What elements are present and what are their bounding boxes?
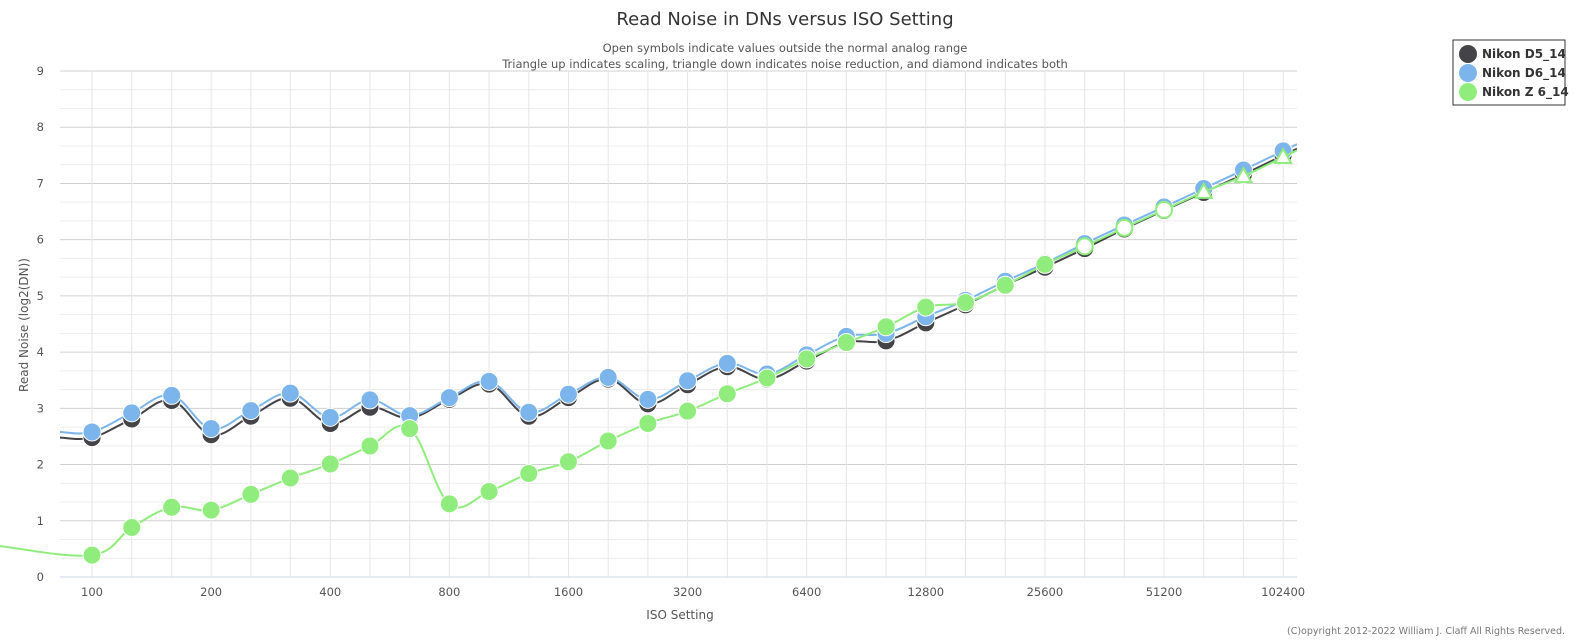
data-point [162,385,182,405]
legend-label: Nikon Z 6_14 [1482,85,1569,100]
data-point [479,371,499,391]
data-point [1035,254,1055,274]
y-tick-label: 7 [37,176,44,190]
data-point [519,402,539,422]
y-axis-tick-labels: 0 1 2 3 4 5 6 7 8 9 [37,64,44,584]
y-tick-label: 5 [37,289,44,303]
x-tick-label: 6400 [792,585,821,599]
x-tick-label: 800 [438,585,460,599]
legend: Nikon D5_14 Nikon D6_14 Nikon Z 6_14 [1452,39,1569,106]
x-tick-label: 102400 [1261,585,1305,599]
data-point [876,317,896,337]
data-point [479,482,499,502]
data-point [320,454,340,474]
y-axis-title: Read Noise (log2(DN)) [17,258,31,392]
data-point [201,419,221,439]
legend-marker [1459,45,1477,63]
y-tick-label: 2 [37,458,44,472]
x-tick-label: 100 [81,585,103,599]
y-tick-label: 6 [37,233,44,247]
data-point [439,494,459,514]
y-tick-label: 0 [37,570,44,584]
series-layer [0,141,1297,565]
data-point [995,275,1015,295]
y-tick-label: 8 [37,120,44,134]
data-point [122,518,142,538]
data-point [558,452,578,472]
data-point [122,403,142,423]
x-axis-title: ISO Setting [646,608,713,622]
data-point [598,431,618,451]
data-point [320,407,340,427]
x-tick-label: 12800 [908,585,945,599]
data-point [360,390,380,410]
y-tick-label: 9 [37,64,44,78]
data-point-open-triangle [1273,147,1293,165]
chart-title: Read Noise in DNs versus ISO Setting [616,9,953,30]
x-tick-label: 200 [200,585,222,599]
legend-marker [1459,64,1477,82]
data-point [678,401,698,421]
x-axis-tick-labels: 100 200 400 800 1600 3200 6400 12800 25600 51200 1… [81,585,1305,599]
data-point [162,497,182,517]
chart-subtitle-line-1: Open symbols indicate values outside the… [603,41,968,55]
data-point-open-triangle [1233,166,1254,184]
data-point [916,297,936,317]
y-tick-label: 1 [37,514,44,528]
data-point [82,422,102,442]
series-nikon-d5-14 [59,145,1297,448]
series-nikon-d6-14 [59,141,1297,442]
data-point [360,436,380,456]
data-point [638,414,658,434]
data-point [678,371,698,391]
data-point-open-circle [1075,237,1094,256]
data-point [558,384,578,404]
legend-label: Nikon D6_14 [1482,66,1566,81]
data-point [400,419,420,439]
copyright-credit: (C)opyright 2012-2022 William J. Claff A… [1287,626,1565,637]
y-tick-label: 3 [37,401,44,415]
x-tick-label: 1600 [554,585,583,599]
series-nikon-z-6-14 [0,147,1297,565]
data-point [717,353,737,373]
data-point [241,484,261,504]
data-point [280,468,300,488]
x-tick-label: 25600 [1027,585,1064,599]
series-line [59,147,1297,441]
data-point [82,545,102,565]
y-tick-label: 4 [37,345,44,359]
legend-marker [1459,83,1477,101]
data-point [956,293,976,313]
data-point [519,464,539,484]
legend-label: Nikon D5_14 [1482,47,1566,62]
data-point [836,333,856,353]
data-point [797,349,817,369]
data-point [241,401,261,421]
data-point-open-triangle [1194,181,1214,199]
data-point [280,383,300,403]
series-line [0,149,1297,557]
chart-subtitle-line-2: Triangle up indicates scaling, triangle … [501,57,1068,71]
data-point-open-circle [1155,200,1174,219]
data-point [598,367,618,387]
x-tick-label: 400 [319,585,341,599]
data-point [201,500,221,520]
data-point [439,388,459,408]
x-tick-label: 51200 [1146,585,1183,599]
data-point [638,389,658,409]
x-tick-label: 3200 [673,585,702,599]
data-point [757,368,777,388]
data-point-open-circle [1115,218,1134,237]
data-point [717,384,737,404]
